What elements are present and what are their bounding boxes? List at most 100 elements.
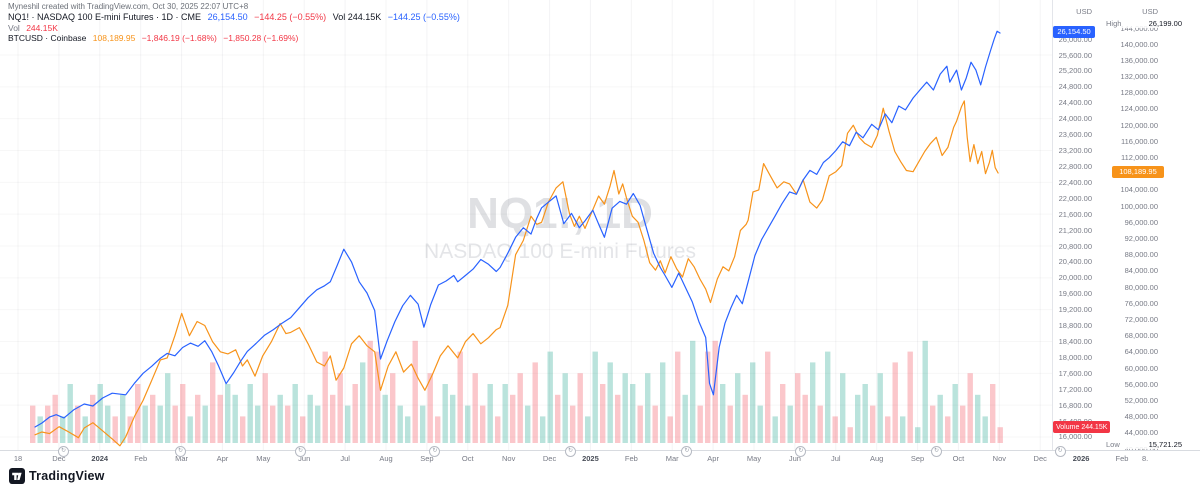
volume-bar [30,405,36,443]
volume-badge-label: Volume [1056,423,1080,431]
contract-rollover-icon[interactable]: ↻ [795,446,807,457]
legend-row-btc[interactable]: BTCUSD · Coinbase 108,189.95 −1,846.19 (… [8,33,460,44]
volume-bar [540,416,546,443]
volume-bar [592,351,598,443]
volume-bar [855,394,861,443]
volume-bar [367,340,373,443]
price-tick-label: 16,000.00 [1058,432,1092,442]
time-axis-label: Feb [134,454,148,463]
volume-bar [315,405,321,443]
volume-bar [337,373,343,443]
price-tick-label: 18,400.00 [1058,336,1092,346]
price-tick-label: 96,000.00 [1124,217,1158,227]
price-pane[interactable] [0,0,1052,450]
volume-bar [937,394,943,443]
volume-bar [915,427,921,443]
price-tick-label: 26,000.00 [1058,34,1092,44]
high-price-row: High 26,199.00 [1106,19,1182,28]
volume-label: Vol [8,22,20,33]
volume-bar [982,416,988,443]
volume-bar [472,373,478,443]
price-tick-label: 19,200.00 [1058,305,1092,315]
volume-bar [225,384,231,443]
price-tick-label: 24,000.00 [1058,114,1092,124]
volume-bar [570,405,576,443]
tradingview-logo-text: TradingView [29,469,105,483]
time-axis-label: May [746,454,762,463]
volume-bar [577,373,583,443]
btc-last-price: 108,189.95 [92,33,136,43]
time-axis[interactable]: 8. 18 Dec 2024 Feb Mar Apr May Jun Jul Aug Sep Oct N… [0,446,1200,467]
time-axis-label: Dec [52,454,66,463]
volume-bar [60,416,66,443]
volume-bar [727,405,733,443]
contract-rollover-icon[interactable]: ↻ [429,446,441,457]
price-tick-label: 116,000.00 [1121,136,1158,146]
price-scale-btc[interactable]: USD 144,000.00 140,000.00 136,000.00 132,00… [1096,0,1162,454]
volume-bar [922,340,928,443]
contract-rollover-icon[interactable]: ↻ [565,446,576,457]
price-tick-label: 92,000.00 [1124,234,1158,243]
contract-rollover-icon[interactable]: ↻ [175,446,186,457]
volume-bar [780,384,786,443]
volume-bar [652,405,658,443]
volume-bar [660,362,666,443]
price-tick-label: 120,000.00 [1120,120,1158,130]
volume-bar [817,405,823,443]
volume-bar [690,340,696,443]
price-tick-label: 21,200.00 [1058,225,1092,235]
tradingview-logo[interactable]: TradingView [9,468,105,484]
volume-bar [150,394,156,443]
series-line [34,100,999,447]
price-tick-label: 23,200.00 [1058,146,1092,156]
volume-bar [517,373,523,443]
contract-rollover-icon[interactable]: ↻ [295,446,306,457]
price-tick-label: 132,000.00 [1120,72,1158,82]
volume-badge: Volume 244.15K [1053,421,1111,433]
price-tick-label: 17,600.00 [1058,368,1092,378]
time-axis-label: 2024 [91,454,109,463]
volume-bar [967,373,973,443]
volume-bar [262,373,268,443]
price-tick-label: 76,000.00 [1124,298,1158,308]
volume-bar [547,351,553,443]
price-scale-nq[interactable]: USD 26,000.00 25,600.00 25,200.00 24,800.00… [1052,0,1096,450]
time-axis-label: Oct [952,454,965,463]
volume-bar [277,394,283,443]
volume-bar [307,394,313,443]
volume-bar [900,416,906,443]
price-tick-label: 19,600.00 [1058,289,1092,299]
volume-bar [255,405,261,443]
low-price-row: Low 15,721.25 [1106,440,1182,449]
contract-rollover-icon[interactable]: ↻ [58,446,69,457]
volume-bar [112,416,118,443]
price-tick-label: 23,600.00 [1058,130,1092,140]
time-axis-label: Apr [707,454,719,463]
volume-bar [247,384,253,443]
btc-symbol-title: BTCUSD · Coinbase [8,33,87,43]
volume-bar [562,373,568,443]
time-axis-label: Feb [624,454,638,463]
btc-price-badge: 108,189.95 [1112,165,1164,178]
contract-rollover-icon[interactable]: ↻ [1054,446,1066,457]
volume-bar [352,384,358,443]
volume-bar [525,405,531,443]
price-tick-label: 40,000.00 [1124,444,1158,454]
volume-bar [502,384,508,443]
volume-bar [90,394,96,443]
volume-bar [240,416,246,443]
volume-bar [765,351,771,443]
volume-value: 244.15K [26,22,58,33]
price-tick-label: 48,000.00 [1124,412,1158,422]
low-value: 15,721.25 [1148,440,1182,449]
volume-bar [960,405,966,443]
legend-row-nq[interactable]: NQ1! · NASDAQ 100 E-mini Futures · 1D · … [8,12,460,23]
time-axis-label: Mar [665,454,679,463]
contract-rollover-icon[interactable]: ↻ [931,446,942,457]
volume-bar [480,405,486,443]
contract-rollover-icon[interactable]: ↻ [681,446,693,457]
volume-bar [465,405,471,443]
volume-bar [795,373,801,443]
legend-row-volume[interactable]: Vol 244.15K [8,23,460,34]
